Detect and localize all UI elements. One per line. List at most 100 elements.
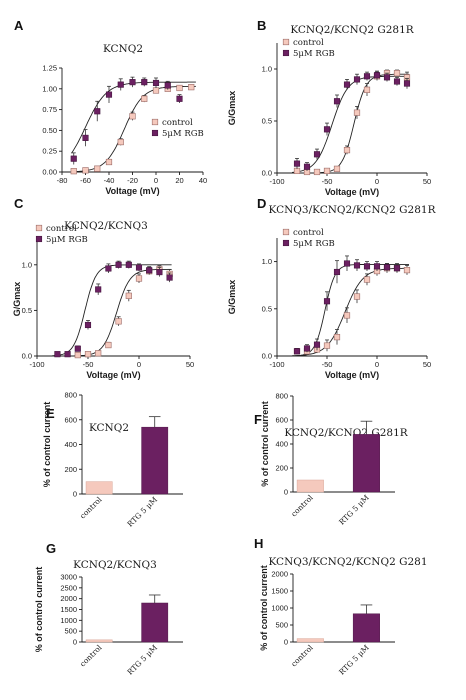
data-point-rgb [323,298,331,305]
x-tick-label: -40 [104,176,115,185]
data-point-control [403,266,411,274]
category-label: control [78,643,104,669]
data-point-rgb [95,286,102,293]
y-tick-label: 1.0 [22,260,32,269]
y-tick-label: 0.50 [42,126,57,135]
y-tick-label: 0 [73,638,77,647]
legend-label-rgb: 5μM RGB [293,49,335,59]
bar-control [296,479,324,493]
fit-curve-control [291,267,409,357]
data-point-control [313,168,321,176]
data-point-rgb [353,262,361,269]
data-point-rgb [125,261,132,268]
data-point-control [129,113,136,120]
data-point-control [70,168,77,175]
x-tick-label: 50 [423,177,431,186]
data-point-rgb [313,151,321,158]
data-point-rgb [135,264,143,271]
data-point-rgb [363,73,371,80]
x-tick-label: 50 [423,360,431,369]
x-axis-label: Voltage (mV) [86,370,140,380]
data-point-control [82,167,89,174]
panel-letter: A [14,18,24,33]
data-point-control [363,276,371,283]
bar-control [296,638,324,643]
data-point-rgb [343,260,351,267]
y-tick-label: 1500 [60,605,77,614]
y-tick-label: 2000 [271,570,288,579]
bar-rtg [352,613,380,643]
y-tick-label: 1500 [271,587,288,596]
data-point-rgb [156,269,163,276]
data-point-rgb [373,72,381,79]
y-axis-label: % of control current [34,567,44,653]
y-tick-label: 1.0 [262,257,272,266]
legend-label-control: control [162,118,193,128]
data-point-rgb [176,95,183,102]
category-label: control [289,493,315,519]
y-tick-label: 1.25 [42,64,57,73]
legend-label-rgb: 5μM RGB [162,129,204,139]
x-tick-label: -50 [322,177,333,186]
y-tick-label: 1.0 [262,65,272,74]
y-tick-label: 800 [64,391,77,400]
x-tick-label: -100 [29,360,44,369]
x-tick-label: 50 [186,360,194,369]
legend-label-control: control [293,38,324,48]
data-point-control [333,165,341,172]
data-point-rgb [353,76,361,83]
chart-title: KCNQ2/KCNQ2 G281R [284,427,408,439]
bar-rtg [352,434,380,493]
data-point-rgb [82,134,89,141]
y-tick-label: 3000 [60,573,77,582]
data-point-rgb [117,81,124,88]
panel-d: D KCNQ3/KCNQ2/KCNQ2 G281R -100 -50 0 50 0.0 0.5… [227,196,437,380]
x-tick-label: -100 [269,177,284,186]
data-point-control [152,87,160,94]
legend-label-control: control [46,224,77,234]
panel-letter: H [254,536,263,551]
panel-letter: C [14,196,24,211]
data-point-rgb [105,265,112,272]
data-point-control [343,147,351,154]
x-tick-label: 0 [375,177,379,186]
x-axis-label: Voltage (mV) [325,370,379,380]
data-point-control [176,84,183,92]
panel-e: E KCNQ2 0 200 400 600 800 % of control current c… [42,391,183,529]
data-point-control [105,158,113,166]
data-point-rgb [141,79,148,86]
data-point-rgb [303,345,311,352]
category-label: control [289,643,315,669]
panel-letter: F [254,412,262,427]
y-tick-label: 2500 [60,583,77,592]
legend-marker-control [35,224,43,232]
data-point-rgb [313,341,321,348]
y-axis-label: G/Gmax [227,91,237,126]
y-tick-label: 0.0 [262,352,272,361]
data-point-control [117,138,124,146]
panel-letter: G [46,541,56,556]
bar-control [85,639,113,643]
panel-b: B KCNQ2/KCNQ2 G281R -100 -50 0 50 0.0 0.5 1.0 Vol… [227,18,431,197]
chart-title: KCNQ2 [103,43,143,55]
data-point-rgb [94,108,101,115]
data-point-control [393,70,401,77]
category-label: RTG 5 μM [125,495,159,529]
chart-title: KCNQ2/KCNQ3 [64,220,148,232]
data-point-control [141,95,148,102]
fit-curve-rgb [291,263,409,357]
y-tick-label: 400 [275,440,288,449]
data-point-rgb [54,351,61,358]
legend-marker-rgb [151,129,159,137]
y-axis-label: G/Gmax [227,280,237,315]
fit-curve-control [292,73,409,174]
y-tick-label: 0 [73,490,77,499]
x-tick-label: -20 [127,176,138,185]
chart-title: KCNQ2/KCNQ2 G281R [290,24,414,36]
x-tick-label: -80 [57,176,68,185]
panel-a: A KCNQ2 -80 -60 -40 -20 0 20 40 0.00 0.25 0.50 0.75 1… [14,18,207,196]
data-point-control [188,84,195,91]
data-point-rgb [64,351,71,358]
y-axis-label: % of control current [259,565,269,651]
